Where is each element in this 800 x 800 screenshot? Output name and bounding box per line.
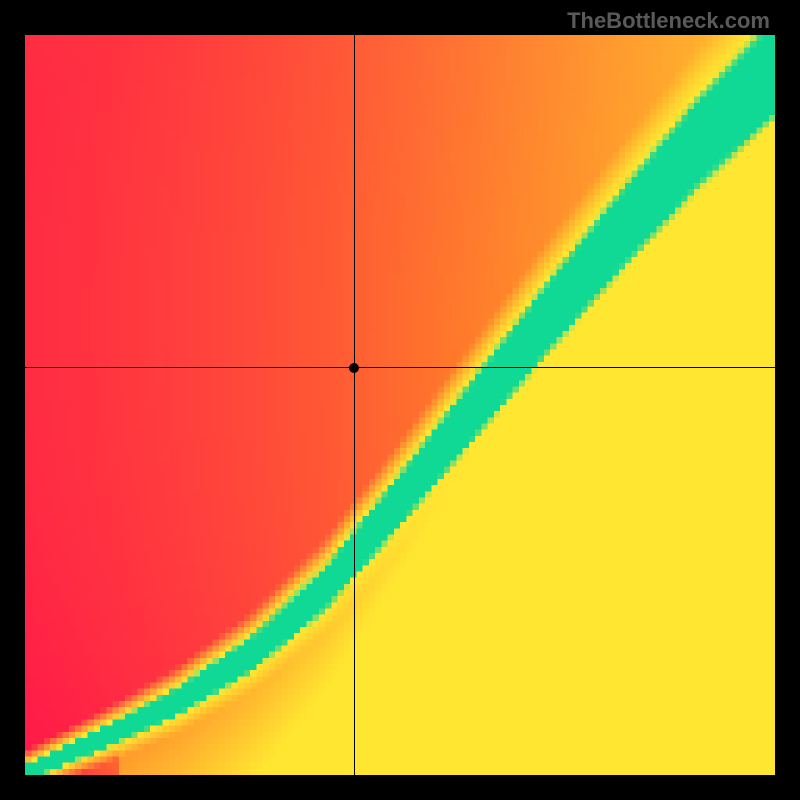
heatmap-canvas	[25, 35, 775, 775]
heatmap-plot	[25, 35, 775, 775]
crosshair-vertical	[354, 35, 355, 775]
crosshair-horizontal	[25, 367, 775, 368]
watermark-text: TheBottleneck.com	[567, 8, 770, 34]
data-point-marker	[349, 363, 359, 373]
